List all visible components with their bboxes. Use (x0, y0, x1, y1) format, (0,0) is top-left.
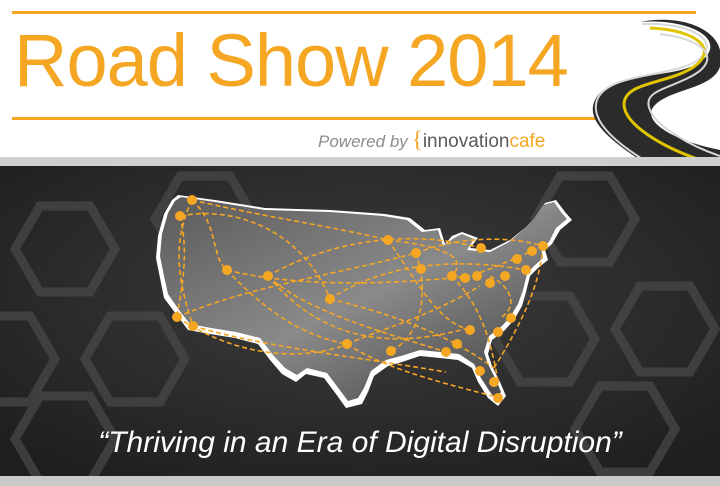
brand-brace: { (411, 127, 423, 152)
top-rule (12, 11, 696, 14)
powered-by-line: Powered by { innovation cafe (318, 127, 545, 153)
hexagon-pattern (0, 171, 720, 486)
footer-bar (0, 476, 720, 486)
brand-name-cafe: cafe (509, 131, 546, 152)
header: Road Show 2014 Powered by { innovation c… (0, 0, 720, 160)
route-lines (176, 199, 544, 397)
hero-graphic (0, 166, 720, 486)
divider-bar (0, 157, 720, 166)
page-title: Road Show 2014 (14, 19, 569, 102)
powered-by-label: Powered by (318, 132, 408, 151)
winding-road-icon (592, 19, 720, 160)
city-markers (172, 195, 548, 403)
brand-name-innovation: innovation (422, 131, 510, 152)
bottom-rule (12, 117, 602, 120)
hero-panel: “Thriving in an Era of Digital Disruptio… (0, 166, 720, 486)
tagline: “Thriving in an Era of Digital Disruptio… (98, 426, 622, 459)
